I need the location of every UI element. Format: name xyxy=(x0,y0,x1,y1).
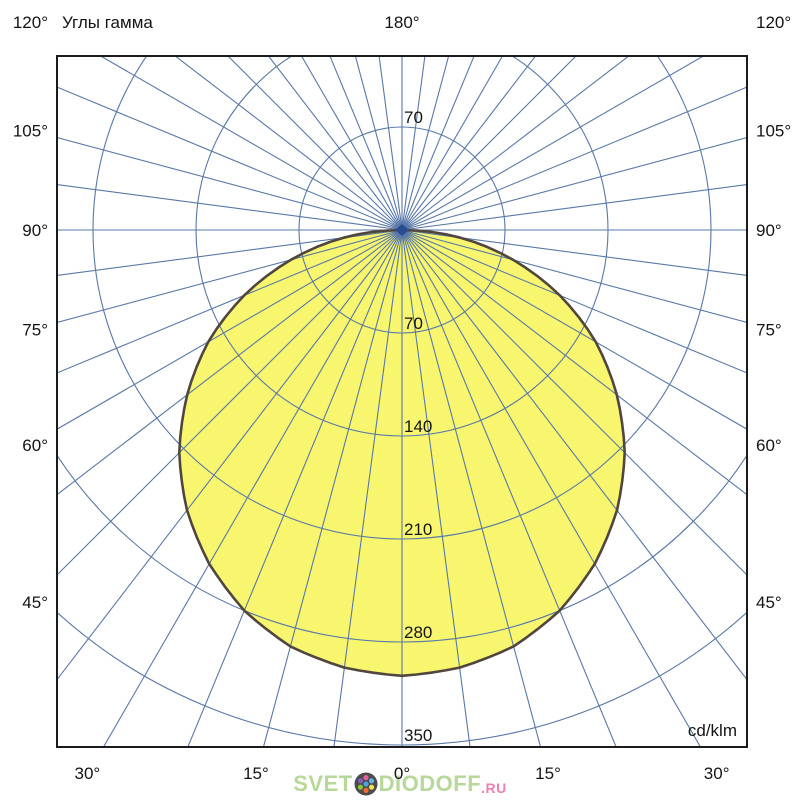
gamma-grid-line xyxy=(354,56,403,231)
chart-title: Углы гамма xyxy=(62,13,153,32)
gamma-grid-line xyxy=(57,136,403,231)
gamma-grid-line xyxy=(401,56,426,231)
gamma-grid-line xyxy=(57,229,403,324)
gamma-grid-line xyxy=(378,56,403,231)
gamma-grid-line xyxy=(401,229,747,324)
watermark-text-diodoff: DIODOFF xyxy=(378,771,482,796)
gamma-grid-line xyxy=(57,229,403,430)
gamma-grid-line xyxy=(401,229,747,276)
intensity-tick-label: 140 xyxy=(404,417,432,436)
gamma-grid-line xyxy=(102,229,403,747)
intensity-grid-circle xyxy=(298,126,506,334)
watermark-text-svet: SVET xyxy=(293,771,353,796)
gamma-grid-line xyxy=(401,229,617,747)
gamma-grid-line xyxy=(329,56,403,231)
gamma-grid-line xyxy=(57,229,403,276)
gamma-side-label-right: 60° xyxy=(756,436,782,455)
gamma-grid-line xyxy=(401,56,450,231)
intensity-curve-fill xyxy=(179,230,625,676)
intensity-grid-circle xyxy=(57,454,747,643)
gamma-grid-line xyxy=(333,229,403,747)
watermark: SVET DIODOFF .RU xyxy=(0,772,800,796)
gamma-grid-line xyxy=(267,56,403,231)
center-marker xyxy=(395,224,409,236)
gamma-grid-line xyxy=(187,229,403,747)
gamma-side-label-right: 105° xyxy=(756,121,791,140)
gamma-grid-line xyxy=(227,56,403,231)
gamma-side-label-left: 45° xyxy=(22,593,48,612)
gamma-grid-line xyxy=(401,86,747,231)
gamma-grid-line xyxy=(401,229,747,430)
plot-border xyxy=(56,55,748,748)
gamma-grid-line xyxy=(57,229,403,681)
gamma-grid-line xyxy=(57,86,403,231)
gamma-grid-line xyxy=(401,229,542,747)
gamma-grid-line xyxy=(401,229,702,747)
gamma-grid-line xyxy=(401,229,747,576)
intensity-tick-label: 70 xyxy=(404,314,423,333)
gamma-grid-line xyxy=(401,229,747,496)
gamma-grid-line xyxy=(401,184,747,231)
gamma-grid-line xyxy=(300,56,403,231)
gamma-grid-line xyxy=(401,136,747,231)
watermark-text-ru: .RU xyxy=(481,780,507,796)
intensity-curve-outline xyxy=(178,228,626,678)
intensity-grid-circle xyxy=(57,611,747,746)
gamma-grid-line xyxy=(57,229,403,496)
gamma-side-label-left: 105° xyxy=(13,121,48,140)
intensity-tick-label-upper: 70 xyxy=(404,108,423,127)
gamma-grid-line xyxy=(401,56,475,231)
gamma-grid-line xyxy=(401,56,537,231)
watermark-lens-icon xyxy=(354,772,378,796)
gamma-grid-line xyxy=(57,229,403,374)
gamma-side-label-right: 75° xyxy=(756,321,782,340)
intensity-grid-circle xyxy=(195,56,609,437)
gamma-grid-line xyxy=(401,56,705,231)
gamma-side-label-right: 90° xyxy=(756,221,782,240)
unit-label: cd/klm xyxy=(688,721,737,740)
gamma-grid-line xyxy=(174,56,403,231)
gamma-side-label-right: 45° xyxy=(756,593,782,612)
gamma-grid-line xyxy=(57,229,403,576)
intensity-tick-label: 350 xyxy=(404,726,432,745)
gamma-grid-line xyxy=(401,229,471,747)
gamma-grid-line xyxy=(57,184,403,231)
gamma-corner-label-right: 120° xyxy=(756,13,791,32)
gamma-grid-line xyxy=(401,56,504,231)
gamma-grid-line xyxy=(401,229,747,681)
intensity-tick-label: 280 xyxy=(404,623,432,642)
gamma-side-label-left: 60° xyxy=(22,436,48,455)
gamma-top-label: 180° xyxy=(384,13,419,32)
intensity-grid-circle xyxy=(92,56,712,540)
gamma-side-label-left: 90° xyxy=(22,221,48,240)
gamma-grid-line xyxy=(401,229,747,374)
gamma-grid-line xyxy=(99,56,403,231)
gamma-grid-line xyxy=(401,56,630,231)
gamma-side-label-left: 75° xyxy=(22,321,48,340)
gamma-grid-line xyxy=(262,229,403,747)
gamma-corner-label-left: 120° xyxy=(13,13,48,32)
intensity-tick-label: 210 xyxy=(404,520,432,539)
gamma-grid-line xyxy=(401,56,577,231)
